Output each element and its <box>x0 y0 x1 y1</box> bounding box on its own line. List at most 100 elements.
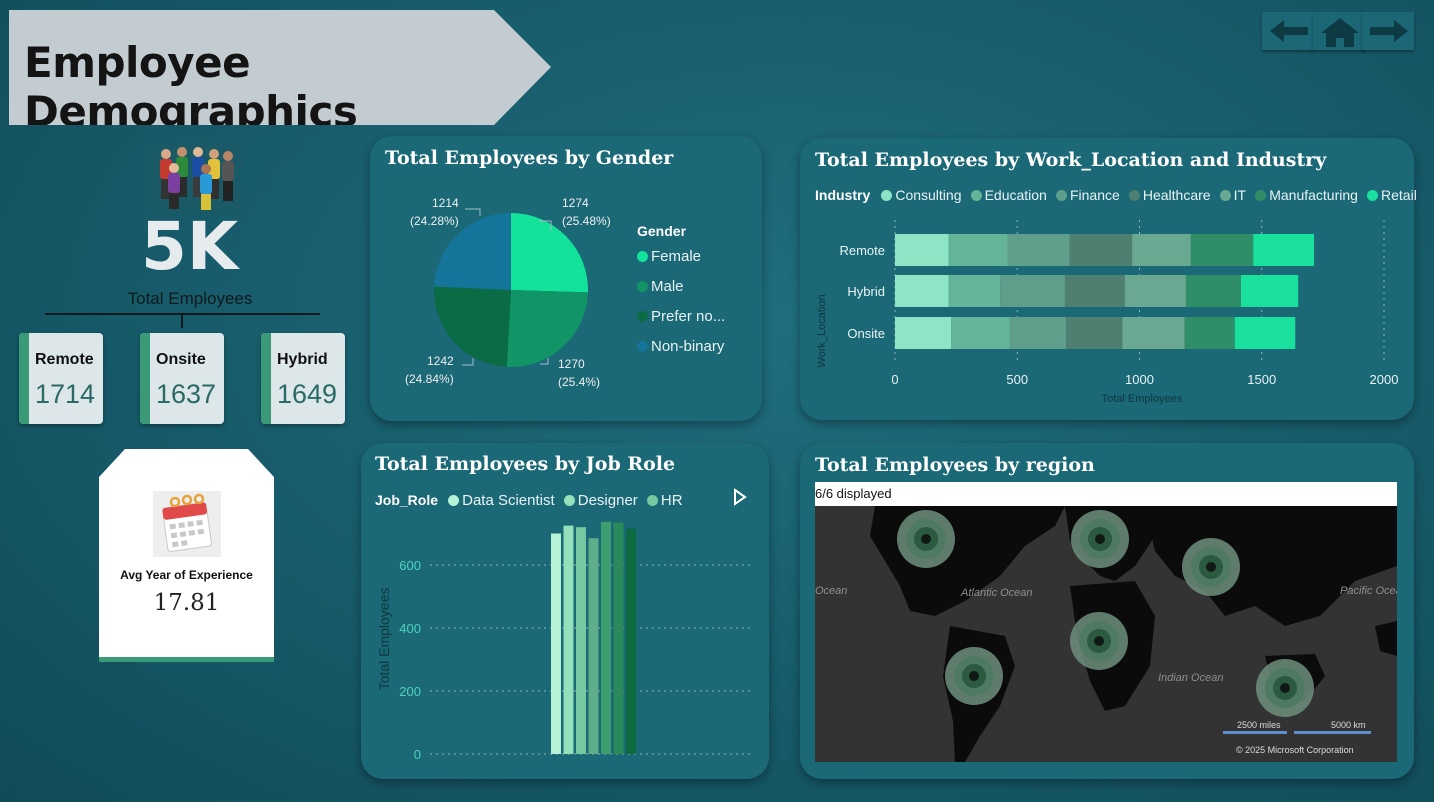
indian-ocean-label: Indian Ocean <box>1158 672 1223 684</box>
map-status-bar: 6/6 displayed <box>815 482 1397 506</box>
total-employees-value: 5K <box>141 208 239 285</box>
jobrole-y-axis-title: Total Employees <box>376 588 392 691</box>
arrow-right-icon <box>1370 20 1408 42</box>
industry-legend-title: Industry <box>815 187 871 203</box>
location-y-label-remote: Remote <box>839 243 885 258</box>
experience-value: 17.81 <box>153 590 220 616</box>
region-bubble[interactable] <box>1256 659 1314 717</box>
prefer-value-label: 1242 <box>427 354 454 368</box>
bar-segment-hybrid-it[interactable] <box>1124 275 1186 307</box>
legend-education[interactable]: Education <box>970 187 1047 203</box>
hybrid-label: Hybrid <box>277 351 328 368</box>
arrow-left-icon <box>1270 20 1308 42</box>
female-value-label: 1274 <box>562 196 589 210</box>
svg-text:2500 miles: 2500 miles <box>1237 720 1281 730</box>
region-bubble[interactable] <box>897 510 955 568</box>
hybrid-card: Hybrid 1649 <box>261 333 345 424</box>
bar-segment-remote-manufacturing[interactable] <box>1190 234 1254 266</box>
bar-segment-onsite-manufacturing[interactable] <box>1184 317 1235 349</box>
onsite-label: Onsite <box>156 351 206 368</box>
location-x-tick: 500 <box>1006 372 1028 387</box>
bar-segment-onsite-it[interactable] <box>1122 317 1185 349</box>
region-bubble[interactable] <box>945 647 1003 705</box>
legend-data-scientist[interactable]: Data Scientist <box>448 492 555 509</box>
pacific-ocean-label: Pacific Ocean <box>1340 585 1397 597</box>
tree-connector <box>45 313 320 328</box>
pie-slice-female[interactable] <box>511 213 588 293</box>
jobrole-legend-title: Job_Role <box>375 492 439 508</box>
location-y-label-onsite: Onsite <box>847 326 885 341</box>
bar-segment-remote-education[interactable] <box>948 234 1008 266</box>
total-employees-label: Total Employees <box>127 289 253 308</box>
legend-male[interactable]: Male <box>637 278 684 295</box>
jobrole-bar-chart[interactable]: 600 400 200 0 Total Employees <box>361 443 769 779</box>
map-copyright: © 2025 Microsoft Corporation <box>1236 745 1354 755</box>
bar-segment-hybrid-retail[interactable] <box>1240 275 1299 307</box>
bar-segment-hybrid-finance[interactable] <box>1000 275 1065 307</box>
female-pct-label: (25.48%) <box>562 214 611 228</box>
legend-designer[interactable]: Designer <box>563 492 638 509</box>
bar-segment-remote-healthcare[interactable] <box>1069 234 1133 266</box>
industry-legend: Industry Consulting Education Finance He… <box>815 185 1417 204</box>
jobrole-bar[interactable] <box>576 527 586 754</box>
location-chart-card: Total Employees by Work_Location and Ind… <box>800 138 1417 420</box>
people-group-icon <box>146 142 242 214</box>
forward-button[interactable] <box>1362 12 1414 50</box>
bar-segment-remote-retail[interactable] <box>1253 234 1315 266</box>
jobrole-bar[interactable] <box>563 525 574 754</box>
experience-card: Avg Year of Experience 17.81 <box>99 449 274 662</box>
map-scale: 2500 miles 5000 km © 2025 Microsoft Corp… <box>1223 720 1371 755</box>
bar-segment-onsite-retail[interactable] <box>1234 317 1296 349</box>
bar-segment-remote-finance[interactable] <box>1007 234 1070 266</box>
region-bubble[interactable] <box>1070 612 1128 670</box>
onsite-card: Onsite 1637 <box>140 333 224 424</box>
bar-segment-hybrid-education[interactable] <box>948 275 1001 307</box>
legend-healthcare[interactable]: Healthcare <box>1128 187 1211 203</box>
jobrole-bar[interactable] <box>588 538 599 754</box>
pie-slice-prefer-not-to-say[interactable] <box>434 286 511 367</box>
region-bubble[interactable] <box>1071 510 1129 568</box>
jobrole-bar[interactable] <box>601 521 611 754</box>
jobrole-y-tick: 600 <box>399 558 421 573</box>
bar-segment-onsite-education[interactable] <box>951 317 1010 349</box>
legend-hr[interactable]: HR <box>646 492 683 509</box>
legend-it[interactable]: IT <box>1219 187 1246 203</box>
region-map-title: Total Employees by region <box>815 454 1095 476</box>
legend-consulting[interactable]: Consulting <box>881 187 961 203</box>
jobrole-bar[interactable] <box>613 522 624 754</box>
bar-segment-hybrid-manufacturing[interactable] <box>1185 275 1241 307</box>
bar-segment-onsite-finance[interactable] <box>1009 317 1067 349</box>
legend-retail[interactable]: Retail <box>1367 187 1417 203</box>
nonbinary-value-label: 1214 <box>432 196 459 210</box>
legend-finance[interactable]: Finance <box>1055 187 1120 203</box>
pie-slice-male[interactable] <box>506 290 588 367</box>
gender-pie-chart[interactable]: 1274 (25.48%) 1214 (24.28%) 1242 (24.84%… <box>370 136 762 421</box>
legend-next-arrow-icon[interactable] <box>733 488 747 506</box>
jobrole-bar[interactable] <box>626 528 636 754</box>
location-stacked-bar-chart[interactable]: Remote Hybrid Onsite 0 500 1000 1500 2000 Work… <box>800 138 1414 420</box>
legend-female[interactable]: Female <box>637 248 701 265</box>
pie-slice-non-binary[interactable] <box>434 213 511 290</box>
location-x-tick: 1500 <box>1247 372 1276 387</box>
world-map[interactable]: Atlantic Ocean Pacific Ocean Indian Ocea… <box>815 506 1397 762</box>
bar-segment-hybrid-healthcare[interactable] <box>1064 275 1125 307</box>
legend-prefer-not[interactable]: Prefer no... <box>637 308 725 325</box>
location-y-label-hybrid: Hybrid <box>847 284 885 299</box>
ocean-left-label: Ocean <box>815 585 847 597</box>
jobrole-y-tick: 0 <box>414 747 421 762</box>
home-icon <box>1321 18 1359 47</box>
bar-segment-onsite-healthcare[interactable] <box>1066 317 1123 349</box>
jobrole-y-tick: 200 <box>399 684 421 699</box>
bar-segment-onsite-consulting[interactable] <box>895 317 952 349</box>
region-bubble[interactable] <box>1182 538 1240 596</box>
home-button[interactable] <box>1313 12 1365 50</box>
bar-segment-remote-it[interactable] <box>1132 234 1191 266</box>
hybrid-value: 1649 <box>277 379 338 409</box>
atlantic-ocean-label: Atlantic Ocean <box>960 587 1033 599</box>
jobrole-bar[interactable] <box>551 533 561 755</box>
legend-manufacturing[interactable]: Manufacturing <box>1255 187 1358 203</box>
bar-segment-hybrid-consulting[interactable] <box>895 275 949 307</box>
bar-segment-remote-consulting[interactable] <box>895 234 949 266</box>
legend-nonbinary[interactable]: Non-binary <box>637 338 724 355</box>
back-button[interactable] <box>1262 12 1314 50</box>
